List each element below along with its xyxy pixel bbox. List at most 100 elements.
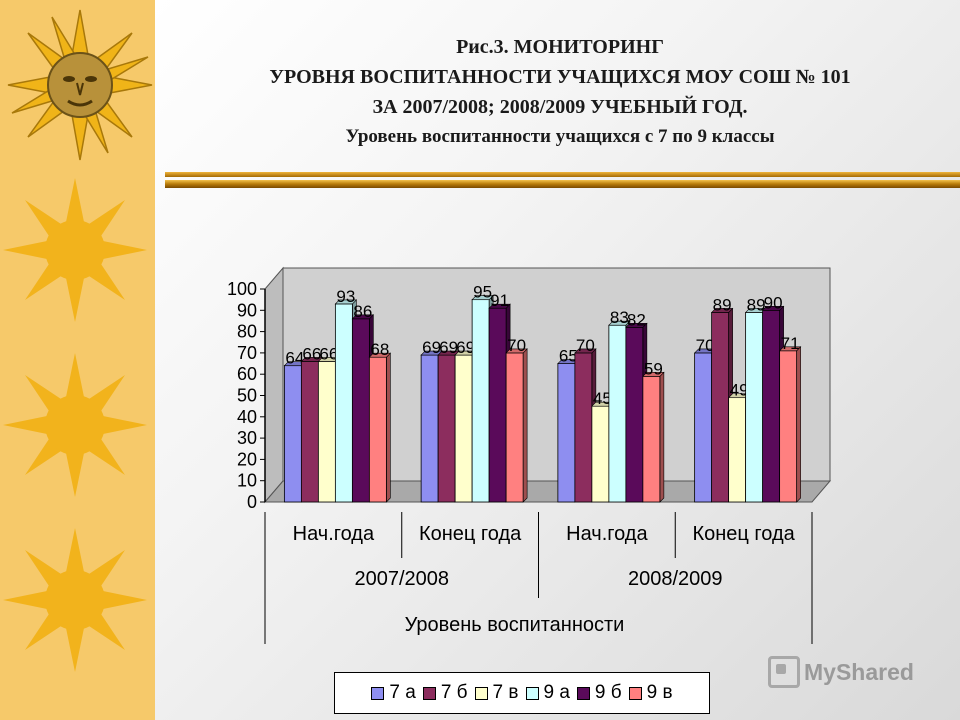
bar-top <box>334 299 358 305</box>
legend-swatch <box>576 686 590 700</box>
bar-top <box>471 295 494 300</box>
data-label: 91 <box>490 291 509 310</box>
data-label: 65 <box>559 347 578 366</box>
data-label: 49 <box>730 381 749 400</box>
legend-label: 7 в <box>492 682 519 703</box>
legend-swatch <box>422 686 436 700</box>
bar-top <box>625 323 648 328</box>
bar <box>694 352 713 503</box>
year-group-label: 2008/2009 <box>628 568 723 590</box>
data-label: 70 <box>507 336 526 355</box>
bar <box>591 405 610 503</box>
category-label: Нач.года <box>566 523 648 545</box>
bar <box>454 354 473 503</box>
bar <box>642 375 661 503</box>
y-tick-label: 90 <box>237 300 257 320</box>
data-label: 69 <box>439 338 458 357</box>
legend-swatch <box>474 686 488 700</box>
bar <box>762 309 781 503</box>
bar <box>283 365 302 503</box>
data-label: 66 <box>302 344 321 363</box>
bar-top <box>778 346 802 352</box>
data-label: 69 <box>456 338 475 357</box>
legend-item: 9 б <box>576 682 622 704</box>
data-label: 59 <box>644 359 663 378</box>
data-label: 70 <box>576 336 595 355</box>
sun-icon <box>3 528 147 672</box>
slide-title-line-3: ЗА 2007/2008; 2008/2009 УЧЕБНЫЙ ГОД. <box>372 96 748 118</box>
bar-top <box>608 320 631 326</box>
data-label: 95 <box>473 283 492 302</box>
bar <box>437 354 456 503</box>
sun-face-icon <box>7 9 153 161</box>
legend-item: 7 б <box>422 682 468 704</box>
legend-label: 9 а <box>543 682 570 703</box>
legend-swatch <box>628 686 642 700</box>
bar-side <box>522 348 528 503</box>
bar <box>505 352 524 503</box>
data-label: 83 <box>610 308 629 327</box>
data-label: 86 <box>353 302 372 321</box>
legend-item: 7 в <box>474 682 519 704</box>
bar-side <box>796 346 801 503</box>
category-label: Конец года <box>419 523 522 545</box>
bar <box>334 303 353 503</box>
chart-side-wall <box>264 266 284 504</box>
data-label: 89 <box>713 295 732 314</box>
bar-top <box>368 352 392 358</box>
bar <box>368 356 387 503</box>
data-label: 66 <box>319 344 338 363</box>
y-tick-label: 40 <box>237 407 257 427</box>
bar-top <box>761 305 785 311</box>
bar-top <box>642 372 665 377</box>
bar-top <box>710 308 734 313</box>
bar <box>745 312 764 503</box>
bar <box>351 318 370 503</box>
y-tick-label: 100 <box>227 279 257 299</box>
bar <box>300 361 319 503</box>
slide-title-line-2: УРОВНЯ ВОСПИТАННОСТИ УЧАЩИХСЯ МОУ СОШ № … <box>269 66 851 88</box>
data-label: 70 <box>696 336 715 355</box>
data-label: 82 <box>627 310 646 329</box>
legend-label: 9 б <box>594 682 622 703</box>
bar <box>317 361 336 503</box>
y-tick-label: 20 <box>237 449 257 469</box>
data-label: 45 <box>593 389 612 408</box>
bar <box>728 397 747 503</box>
y-tick-label: 0 <box>247 492 257 512</box>
bar-top <box>574 348 597 354</box>
legend-item: 9 а <box>525 682 570 704</box>
sun-icon <box>3 178 147 322</box>
data-label: 64 <box>285 349 304 368</box>
bar <box>557 363 576 503</box>
y-tick-label: 70 <box>237 343 257 363</box>
bar <box>625 326 644 503</box>
decorative-side-strip <box>0 0 155 720</box>
watermark: MyShared <box>768 656 914 688</box>
legend-swatch <box>525 686 539 700</box>
bar <box>574 352 593 503</box>
slide-title-line-1: Рис.3. МОНИТОРИНГ <box>456 36 664 58</box>
sun-icon <box>3 353 147 497</box>
data-label: 69 <box>422 338 441 357</box>
bar-side <box>659 371 665 503</box>
data-label: 89 <box>747 295 766 314</box>
bar <box>711 312 730 503</box>
y-tick-label: 10 <box>237 471 257 491</box>
decorative-rule <box>165 172 960 192</box>
legend-label: 7 б <box>440 682 468 703</box>
bar <box>471 299 490 503</box>
myshared-logo-icon <box>768 656 800 688</box>
category-label: Нач.года <box>293 523 375 545</box>
data-label: 68 <box>370 340 389 359</box>
data-label: 90 <box>764 293 783 312</box>
category-label: Конец года <box>692 523 795 545</box>
slide-subtitle: Уровень воспитанности учащихся с 7 по 9 … <box>345 126 775 147</box>
bar-top <box>505 348 528 354</box>
legend-label: 9 в <box>646 682 673 703</box>
bar-side <box>386 352 391 503</box>
y-tick-label: 80 <box>237 322 257 342</box>
bar <box>488 307 507 503</box>
data-label: 71 <box>781 334 800 353</box>
